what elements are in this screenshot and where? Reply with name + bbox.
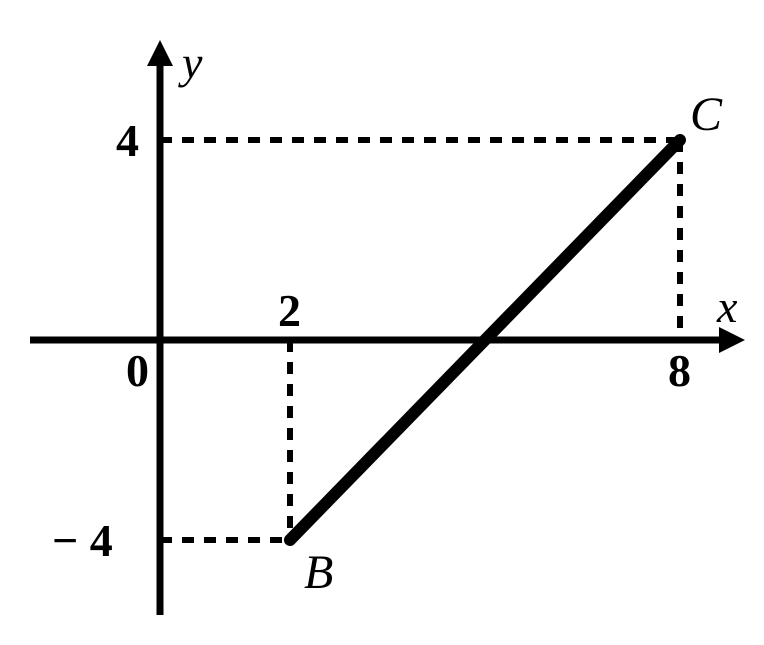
y-axis-label: y [178,37,203,88]
coordinate-plot: x y 0 2 8 4 − 4 B C [0,0,764,645]
tick-label: 8 [668,345,691,396]
x-axis-label: x [716,281,738,332]
tick-label: − 4 [52,515,113,566]
tick-label: 2 [278,285,301,336]
tick-label: 0 [126,345,149,396]
tick-label: 4 [116,115,139,166]
point-label-b: B [304,546,333,599]
chart-background [0,0,764,645]
point-label-c: C [690,88,723,141]
